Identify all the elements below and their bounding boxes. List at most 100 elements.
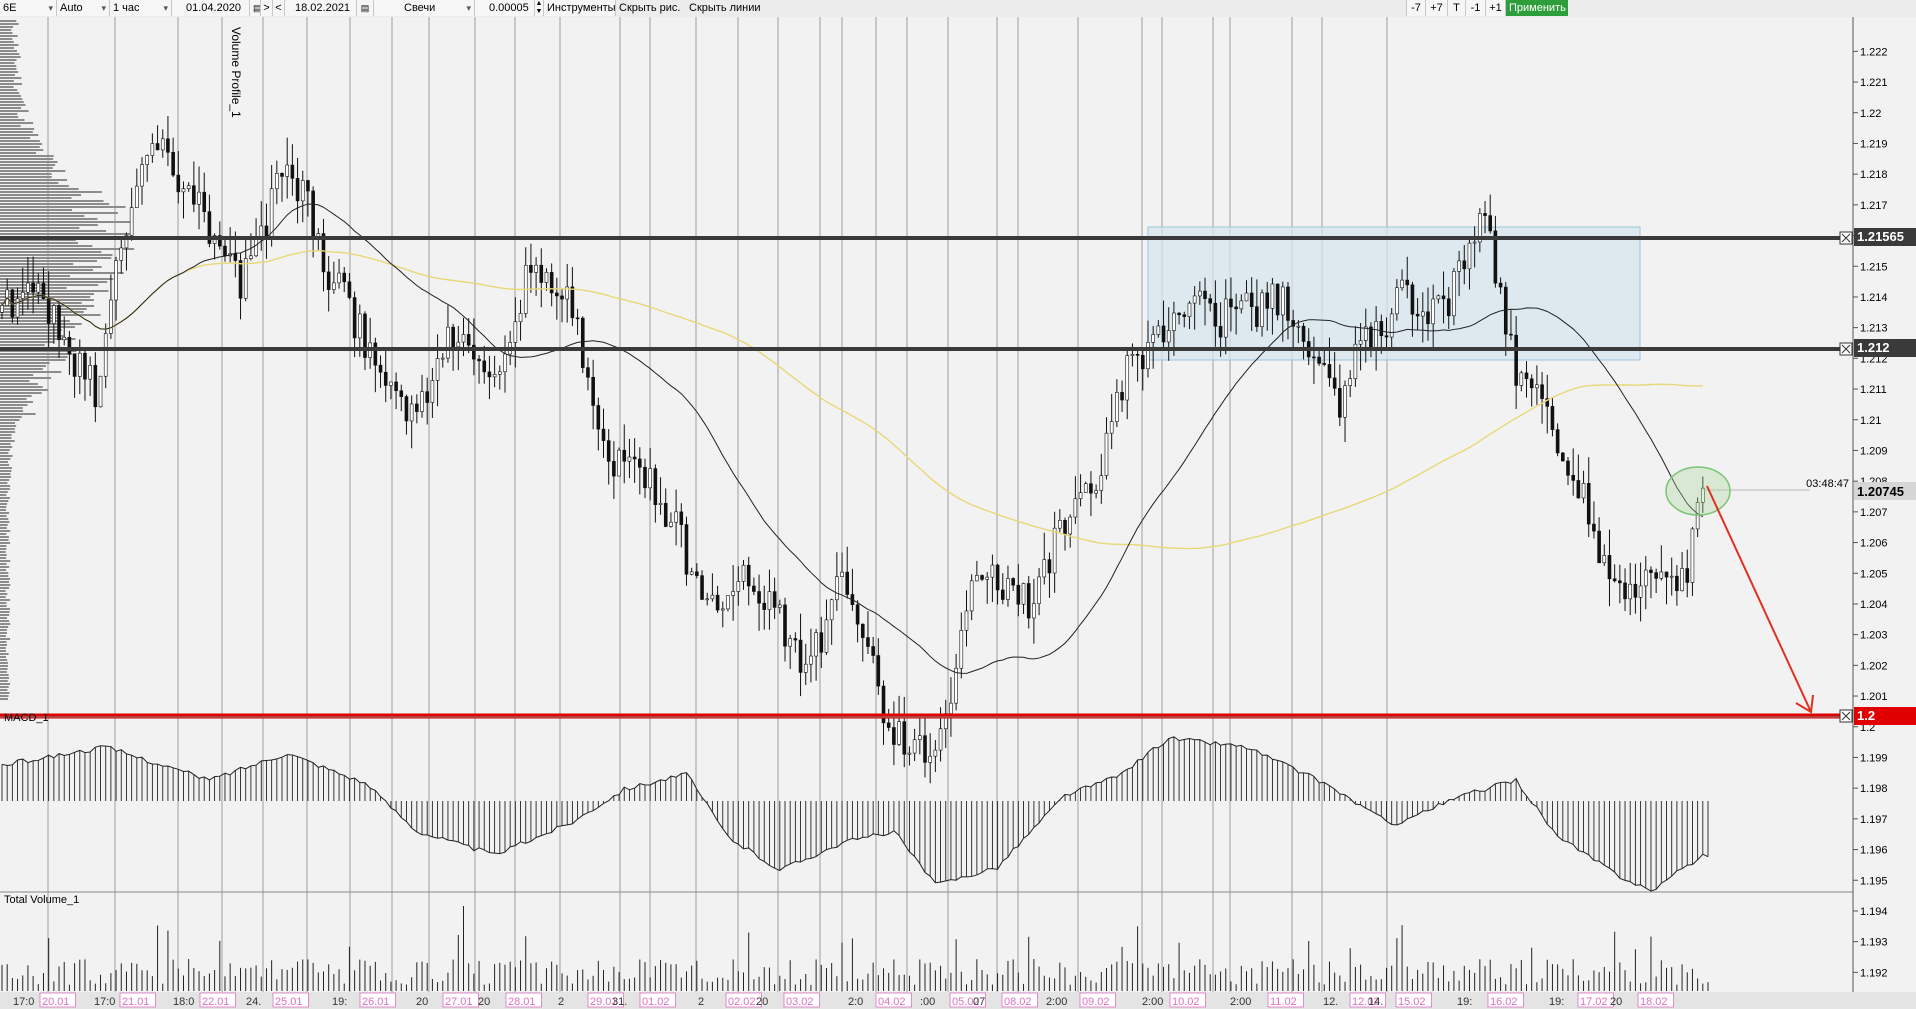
tick-size-field[interactable]: 0.00005 <box>475 0 535 16</box>
volume-profile-bar <box>0 629 7 631</box>
candle-body <box>1472 241 1477 244</box>
volume-profile-bar <box>0 440 15 442</box>
hide-lines-button[interactable]: Скрыть линии <box>686 0 766 16</box>
volume-profile-bar <box>0 104 26 106</box>
date-marker-box <box>1487 992 1524 1008</box>
candle-body <box>1280 286 1285 316</box>
time-axis-label: 12. <box>1323 996 1338 1008</box>
candle-body <box>658 502 663 505</box>
consolidation-zone[interactable] <box>1147 226 1641 361</box>
volume-profile-bar <box>0 191 102 193</box>
calendar-icon[interactable]: ▤ <box>250 0 261 16</box>
candle-body <box>1395 287 1399 315</box>
volume-profile-bar <box>0 77 22 79</box>
volume-profile-bar <box>0 626 9 628</box>
volume-profile-bar <box>0 404 28 406</box>
candle-body <box>829 599 834 621</box>
shift-plus7-button[interactable]: +7 <box>1426 0 1448 16</box>
candle-body <box>389 381 393 386</box>
chart-canvas[interactable]: MACD_1 Total Volume_1 Volume Profile_1 1… <box>0 17 1916 1009</box>
volume-profile-bar <box>0 56 21 58</box>
candle-body <box>1524 372 1529 380</box>
candle-body <box>1545 398 1550 407</box>
candle-body <box>446 326 450 359</box>
candle-body <box>295 178 300 202</box>
candle-body <box>700 575 704 600</box>
time-axis: 17:0 20.01 17:0 21.01 18:0 22.01 24. 25.01 19: 26… <box>13 992 1674 1008</box>
volume-profile-bar <box>0 272 124 274</box>
shift-minus7-button[interactable]: -7 <box>1406 0 1426 16</box>
scale-mode-select[interactable]: Auto <box>57 0 110 16</box>
price-axis-label: 1.204 <box>1860 599 1888 611</box>
hide-drawings-button[interactable]: Скрыть рис. <box>616 0 686 16</box>
candle-body <box>1063 520 1067 535</box>
volume-profile-bar <box>0 395 32 397</box>
candle-body <box>487 371 492 378</box>
candle-body <box>1498 282 1503 288</box>
volume-profile-bar <box>0 161 58 163</box>
spin-down-icon[interactable]: ▼ <box>535 8 543 15</box>
date-marker-box <box>1267 992 1304 1008</box>
candle-body <box>197 191 201 205</box>
volume-profile-bar <box>0 437 12 439</box>
candle-body <box>679 511 684 525</box>
highlight-ellipse[interactable] <box>1665 466 1731 516</box>
calendar-icon[interactable]: ▤ <box>357 0 374 16</box>
candle-body <box>254 237 258 257</box>
candle-body <box>1239 300 1244 310</box>
candle-body <box>793 638 798 641</box>
volume-profile-bar <box>0 695 9 697</box>
candle-body <box>181 188 186 193</box>
candle-body <box>1457 260 1461 272</box>
price-axis-panel[interactable] <box>1853 17 1916 992</box>
tick-size-stepper[interactable]: ▲ ▼ <box>535 0 544 16</box>
candle-body <box>565 286 570 300</box>
spin-up-icon[interactable]: ▲ <box>535 0 543 7</box>
volume-profile-bar <box>0 431 16 433</box>
price-axis-label: 1.22 <box>1860 108 1881 120</box>
candle-body <box>876 655 881 687</box>
candle-body <box>1047 559 1052 574</box>
price-axis-label: 1.196 <box>1860 845 1888 857</box>
symbol-select[interactable]: 6E <box>0 0 57 16</box>
tools-button[interactable]: Инструменты <box>544 0 616 16</box>
date-to-field[interactable]: 18.02.2021 <box>285 0 357 16</box>
timeframe-select[interactable]: 1 час <box>110 0 172 16</box>
nav-next-button[interactable]: > <box>261 0 273 16</box>
volume-profile-bar <box>0 242 78 244</box>
t-button[interactable]: T <box>1448 0 1466 16</box>
candle-body <box>1161 325 1166 343</box>
time-axis-label: 25.01 <box>275 996 303 1008</box>
candle-body <box>31 282 35 293</box>
volume-profile-bar <box>0 143 43 145</box>
price-axis-label: 1.221 <box>1860 77 1888 89</box>
date-from-field[interactable]: 01.04.2020 <box>172 0 250 16</box>
nav-prev-button[interactable]: < <box>273 0 285 16</box>
candle-body <box>1073 498 1078 518</box>
volume-profile-bar <box>0 215 85 217</box>
candle-body <box>1607 555 1612 580</box>
projection-arrow-line[interactable] <box>1706 485 1812 713</box>
shift-minus1-button[interactable]: -1 <box>1466 0 1486 16</box>
shift-plus1-button[interactable]: +1 <box>1486 0 1506 16</box>
candle-body <box>440 357 445 360</box>
candle-body <box>1415 313 1420 317</box>
chart-type-select[interactable]: Свечи <box>374 0 475 16</box>
volume-profile-bar <box>0 221 131 223</box>
candle-body <box>1571 474 1575 481</box>
volume-profile-bar <box>0 473 11 475</box>
candle-body <box>1431 298 1435 325</box>
volume-profile-bar <box>0 251 102 253</box>
volume-profile-bar <box>0 128 35 130</box>
volume-profile-bar <box>0 644 8 646</box>
candle-body <box>1332 377 1337 389</box>
candle-body <box>1115 392 1119 422</box>
candle-body <box>420 391 424 412</box>
candle-body <box>845 571 850 595</box>
apply-button[interactable]: Применить <box>1506 0 1568 16</box>
candle-body <box>1493 230 1498 284</box>
candle-body <box>1218 325 1223 338</box>
time-axis-label: 31. <box>612 996 627 1008</box>
candle-body <box>238 260 243 299</box>
candle-body <box>575 317 580 320</box>
